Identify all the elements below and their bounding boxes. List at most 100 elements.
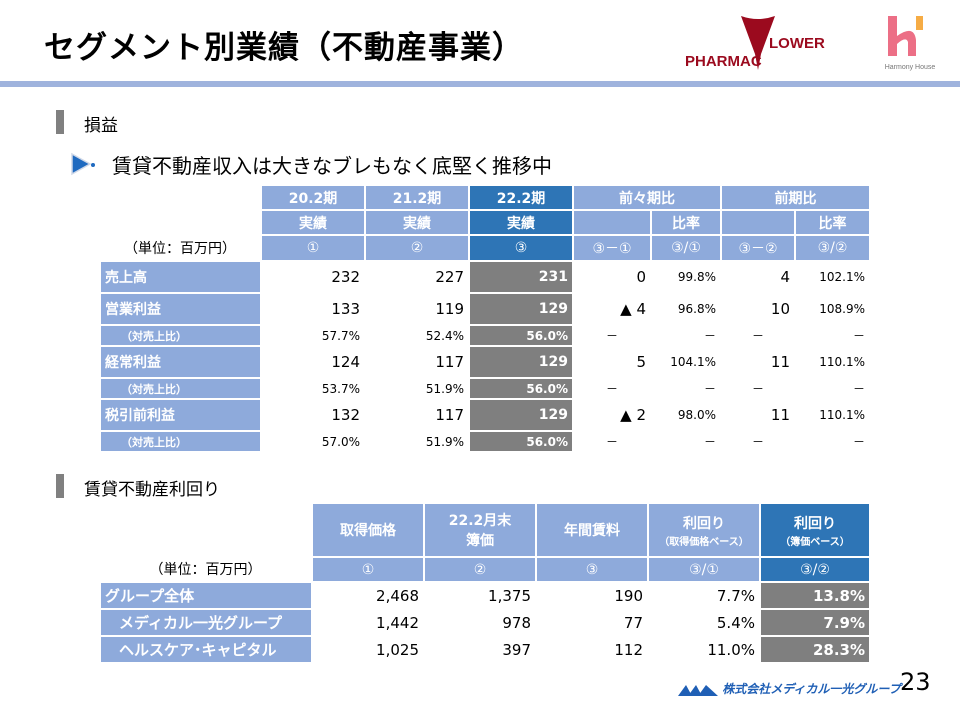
row-label: 営業利益 bbox=[99, 292, 262, 326]
table-cell: 1,025 bbox=[311, 635, 425, 664]
table-cell: － bbox=[720, 324, 796, 347]
row-label: 税引前利益 bbox=[99, 398, 262, 432]
col-annual-rent: 年間賃料 bbox=[535, 502, 649, 558]
table-cell: 110.1% bbox=[794, 398, 871, 432]
table-cell: 10 bbox=[720, 292, 796, 326]
table-row: （対売上比） 57.7% 52.4% 56.0% －－－－ bbox=[99, 324, 871, 347]
table-cell: 7.7% bbox=[647, 581, 761, 610]
table-cell: 11 bbox=[720, 345, 796, 379]
table-cell: 56.0% bbox=[468, 324, 574, 347]
col-two-years-ago: 前々期比 bbox=[572, 184, 722, 211]
table-cell: 108.9% bbox=[794, 292, 871, 326]
table-cell: 5 bbox=[572, 345, 652, 379]
row-label: （対売上比） bbox=[99, 430, 262, 453]
header-line: 簿価 bbox=[466, 533, 494, 549]
table-row: グループ全体 2,468 1,375 190 7.7% 13.8% bbox=[99, 581, 871, 610]
col-header-actual: 実績 bbox=[468, 209, 574, 236]
table-cell: 77 bbox=[535, 608, 649, 637]
table-row: （対売上比） 53.7% 51.9% 56.0% －－－－ bbox=[99, 377, 871, 400]
col-yield-acquisition: 利回り （取得価格ベース） bbox=[647, 502, 761, 558]
table-cell: 102.1% bbox=[794, 260, 871, 294]
unit-label: （単位：百万円） bbox=[149, 562, 262, 578]
table-cell: 51.9% bbox=[364, 377, 470, 400]
table-cell: 117 bbox=[364, 398, 470, 432]
table-cell: 110.1% bbox=[794, 345, 871, 379]
table-row: 営業利益 133 119 129 ▲ 4 96.8% 10 108.9% bbox=[99, 292, 871, 326]
table-cell: 190 bbox=[535, 581, 649, 610]
col-index: ② bbox=[364, 234, 470, 262]
table-cell: 978 bbox=[423, 608, 537, 637]
footer-logo-text: 株式会社メディカル一光グループ bbox=[722, 682, 901, 696]
svg-text:PHARMAC: PHARMAC bbox=[685, 53, 762, 70]
table-cell: 117 bbox=[364, 345, 470, 379]
header-line: 22.2月末 bbox=[448, 513, 512, 529]
col-index: ③－① bbox=[572, 234, 652, 262]
row-label: （対売上比） bbox=[99, 324, 262, 347]
header-line: 利回り bbox=[683, 515, 725, 532]
table-cell: 51.9% bbox=[364, 430, 470, 453]
section-marker bbox=[56, 474, 64, 498]
table-cell: 96.8% bbox=[650, 292, 722, 326]
row-label: ヘルスケア･キャピタル bbox=[99, 635, 313, 664]
col-yield-book: 利回り （簿価ベース） bbox=[759, 502, 871, 558]
table-cell: － bbox=[650, 377, 722, 400]
row-label: 経常利益 bbox=[99, 345, 262, 379]
table-cell: 0 bbox=[572, 260, 652, 294]
table-row: 売上高 232 227 231 0 99.8% 4 102.1% bbox=[99, 260, 871, 294]
table-cell: － bbox=[794, 324, 871, 347]
section-marker bbox=[56, 110, 64, 134]
header-sub: （簿価ベース） bbox=[780, 536, 850, 548]
table-cell: － bbox=[650, 324, 722, 347]
table-cell: － bbox=[720, 377, 796, 400]
table-cell: － bbox=[650, 430, 722, 453]
table-cell: 119 bbox=[364, 292, 470, 326]
table-cell: 397 bbox=[423, 635, 537, 664]
col-index: ② bbox=[423, 556, 537, 583]
col-index: ③ bbox=[468, 234, 574, 262]
col-header-ratio: 比率 bbox=[650, 209, 722, 236]
play-bullet-icon bbox=[70, 152, 96, 180]
col-index: ① bbox=[311, 556, 425, 583]
table-row: （対売上比） 57.0% 51.9% 56.0% －－－－ bbox=[99, 430, 871, 453]
table-cell: 129 bbox=[468, 398, 574, 432]
col-22-2: 22.2期 bbox=[468, 184, 574, 211]
table-cell: － bbox=[572, 377, 652, 400]
table-cell: 227 bbox=[364, 260, 470, 294]
table-row: 税引前利益 132 117 129 ▲ 2 98.0% 11 110.1% bbox=[99, 398, 871, 432]
table-cell: 133 bbox=[260, 292, 366, 326]
table-cell: － bbox=[794, 430, 871, 453]
yield-table: 取得価格 22.2月末 簿価 年間賃料 利回り （取得価格ベース） 利回り （簿価ベー… bbox=[99, 502, 871, 664]
row-label: 売上高 bbox=[99, 260, 262, 294]
svg-text:Harmony House: Harmony House bbox=[885, 64, 936, 71]
row-label: （対売上比） bbox=[99, 377, 262, 400]
col-header-ratio: 比率 bbox=[794, 209, 871, 236]
bullet-text: 賃貸不動産収入は大きなブレもなく底堅く推移中 bbox=[112, 154, 552, 178]
table-cell: 7.9% bbox=[759, 608, 871, 637]
section-heading-pl: 損益 bbox=[84, 116, 118, 136]
table-cell: 232 bbox=[260, 260, 366, 294]
section-heading-yield: 賃貸不動産利回り bbox=[84, 480, 220, 500]
row-label: グループ全体 bbox=[99, 581, 313, 610]
table-cell: 28.3% bbox=[759, 635, 871, 664]
table-cell: 1,375 bbox=[423, 581, 537, 610]
table-cell: － bbox=[720, 430, 796, 453]
col-21-2: 21.2期 bbox=[364, 184, 470, 211]
col-index: ③ bbox=[535, 556, 649, 583]
col-index: ③－② bbox=[720, 234, 796, 262]
footer-logo: 株式会社メディカル一光グループ bbox=[678, 680, 901, 697]
col-prev-year: 前期比 bbox=[720, 184, 871, 211]
col-header-actual: 実績 bbox=[364, 209, 470, 236]
pl-table: 20.2期 21.2期 22.2期 前々期比 前期比 実績 実績 実績 比率 比… bbox=[99, 184, 871, 453]
table-row: 経常利益 124 117 129 5 104.1% 11 110.1% bbox=[99, 345, 871, 379]
table-cell: － bbox=[572, 324, 652, 347]
table-cell: 11.0% bbox=[647, 635, 761, 664]
table-cell: 124 bbox=[260, 345, 366, 379]
table-cell: － bbox=[794, 377, 871, 400]
col-index: ③/② bbox=[794, 234, 871, 262]
col-index: ③/② bbox=[759, 556, 871, 583]
table-cell: 132 bbox=[260, 398, 366, 432]
col-20-2: 20.2期 bbox=[260, 184, 366, 211]
harmony-house-logo: Harmony House bbox=[880, 14, 940, 74]
table-cell: 56.0% bbox=[468, 377, 574, 400]
unit-label: （単位：百万円） bbox=[124, 240, 236, 257]
